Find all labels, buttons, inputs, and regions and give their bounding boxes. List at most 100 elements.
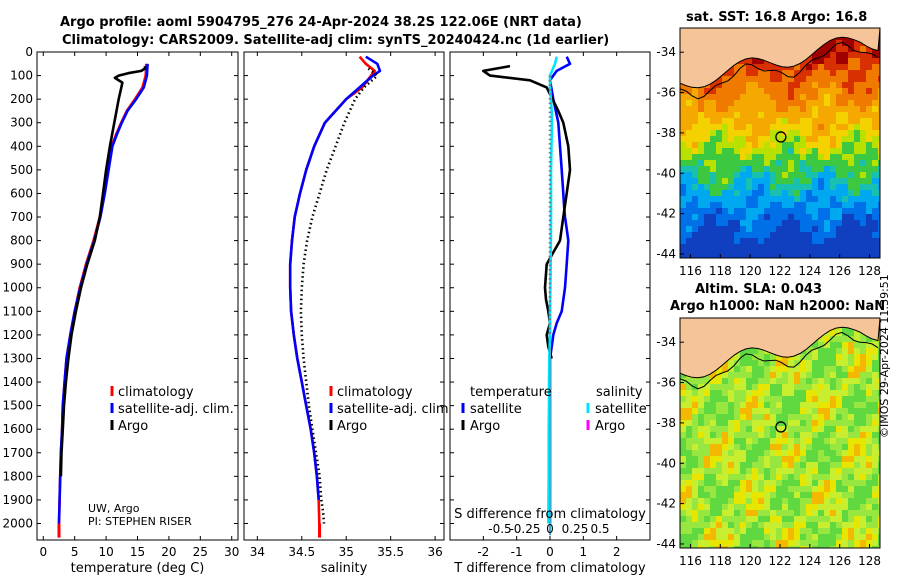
grid-cell (878, 528, 880, 534)
grid-cell (848, 420, 854, 426)
grid-cell (812, 426, 818, 432)
grid-cell (740, 486, 746, 492)
grid-cell (716, 516, 722, 522)
grid-cell (824, 504, 830, 510)
grid-cell (722, 154, 728, 160)
grid-cell (812, 366, 818, 372)
grid-cell (860, 190, 866, 196)
grid-cell (788, 390, 794, 396)
grid-cell (806, 208, 812, 214)
grid-cell (686, 486, 692, 492)
grid-cell (770, 456, 776, 462)
grid-cell (818, 106, 824, 112)
grid-cell (722, 510, 728, 516)
grid-cell (752, 474, 758, 480)
grid-cell (740, 118, 746, 124)
x-axis-label: T difference from climatology (453, 561, 646, 576)
grid-cell (722, 112, 728, 118)
grid-cell (854, 522, 860, 528)
grid-cell (776, 492, 782, 498)
grid-cell (836, 408, 842, 414)
grid-cell (842, 88, 848, 94)
grid-cell (722, 408, 728, 414)
grid-cell (794, 522, 800, 528)
grid-cell (794, 486, 800, 492)
grid-cell (716, 522, 722, 528)
grid-cell (788, 220, 794, 226)
grid-cell (824, 202, 830, 208)
grid-cell (704, 402, 710, 408)
grid-cell (704, 154, 710, 160)
grid-cell (788, 498, 794, 504)
grid-cell (854, 336, 860, 342)
grid-cell (698, 190, 704, 196)
grid-cell (728, 510, 734, 516)
grid-cell (680, 534, 686, 540)
grid-cell (758, 348, 764, 354)
grid-cell (734, 462, 740, 468)
grid-cell (824, 52, 830, 58)
grid-cell (734, 130, 740, 136)
grid-cell (740, 414, 746, 420)
grid-cell (782, 456, 788, 462)
grid-cell (842, 100, 848, 106)
grid-cell (710, 504, 716, 510)
grid-cell (752, 444, 758, 450)
grid-cell (788, 190, 794, 196)
grid-cell (866, 468, 872, 474)
grid-cell (818, 462, 824, 468)
grid-cell (776, 106, 782, 112)
grid-cell (806, 148, 812, 154)
grid-cell (842, 202, 848, 208)
grid-cell (788, 106, 794, 112)
grid-cell (818, 208, 824, 214)
grid-cell (704, 232, 710, 238)
grid-cell (710, 124, 716, 130)
grid-cell (752, 348, 758, 354)
grid-cell (764, 208, 770, 214)
grid-cell (728, 94, 734, 100)
grid-cell (866, 396, 872, 402)
grid-cell (704, 208, 710, 214)
grid-cell (854, 372, 860, 378)
grid-cell (836, 540, 842, 546)
grid-cell (830, 426, 836, 432)
grid-cell (698, 528, 704, 534)
grid-cell (728, 420, 734, 426)
grid-cell (686, 172, 692, 178)
grid-cell (770, 546, 776, 548)
grid-cell (866, 528, 872, 534)
grid-cell (812, 474, 818, 480)
grid-cell (866, 148, 872, 154)
grid-cell (848, 130, 854, 136)
grid-cell (728, 516, 734, 522)
grid-cell (746, 450, 752, 456)
grid-cell (740, 408, 746, 414)
grid-cell (812, 462, 818, 468)
grid-cell (722, 190, 728, 196)
note-line2: PI: STEPHEN RISER (88, 515, 192, 528)
grid-cell (770, 256, 776, 258)
grid-cell (734, 450, 740, 456)
grid-cell (752, 142, 758, 148)
grid-cell (800, 244, 806, 250)
grid-cell (698, 214, 704, 220)
grid-cell (764, 540, 770, 546)
grid-cell (746, 546, 752, 548)
grid-cell (800, 148, 806, 154)
grid-cell (776, 82, 782, 88)
grid-cell (764, 250, 770, 256)
grid-cell (716, 456, 722, 462)
grid-cell (794, 516, 800, 522)
grid-cell (746, 202, 752, 208)
grid-cell (818, 76, 824, 82)
grid-cell (800, 136, 806, 142)
grid-cell (800, 354, 806, 360)
grid-cell (746, 378, 752, 384)
grid-cell (728, 546, 734, 548)
grid-cell (746, 504, 752, 510)
grid-cell (680, 88, 686, 94)
grid-cell (836, 336, 842, 342)
grid-cell (680, 522, 686, 528)
grid-cell (836, 58, 842, 64)
